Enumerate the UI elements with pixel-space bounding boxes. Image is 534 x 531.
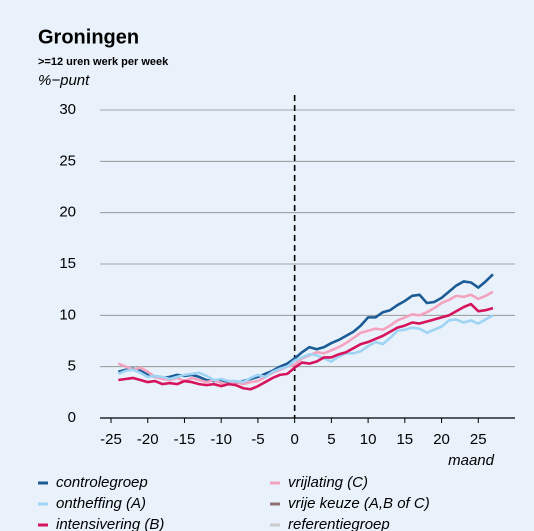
legend-label: controlegroep: [56, 474, 148, 491]
legend-label: referentiegroep: [288, 516, 390, 531]
series-line: [118, 302, 494, 391]
y-tick-label: 15: [59, 255, 76, 272]
y-tick-label: 0: [68, 409, 76, 426]
x-tick-label: -15: [174, 431, 196, 448]
legend-label: vrije keuze (A,B of C): [288, 495, 430, 512]
x-tick-label: -20: [137, 431, 159, 448]
x-tick-label: 25: [470, 431, 487, 448]
y-axis-label: %−punt: [38, 72, 90, 89]
series-line: [117, 290, 494, 386]
chart-title: Groningen: [38, 26, 139, 48]
y-tick-label: 10: [59, 306, 76, 323]
y-tick-label: 25: [59, 152, 76, 169]
legend-label: intensivering (B): [56, 516, 164, 531]
x-tick-label: 15: [396, 431, 413, 448]
x-tick-label: -25: [100, 431, 122, 448]
y-tick-label: 20: [59, 204, 76, 221]
x-axis-label: maand: [448, 452, 495, 469]
chart-subtitle: >=12 uren werk per week: [38, 56, 169, 68]
x-tick-label: 5: [327, 431, 335, 448]
x-tick-label: -5: [251, 431, 264, 448]
series-line: [117, 314, 494, 384]
legend-label: ontheffing (A): [56, 495, 146, 512]
x-tick-label: 10: [360, 431, 377, 448]
y-tick-label: 5: [68, 358, 76, 375]
x-tick-label: 0: [290, 431, 298, 448]
x-tick-label: 20: [433, 431, 450, 448]
legend-label: vrijlating (C): [288, 474, 368, 491]
x-tick-label: -10: [210, 431, 232, 448]
y-tick-label: 30: [59, 101, 76, 118]
